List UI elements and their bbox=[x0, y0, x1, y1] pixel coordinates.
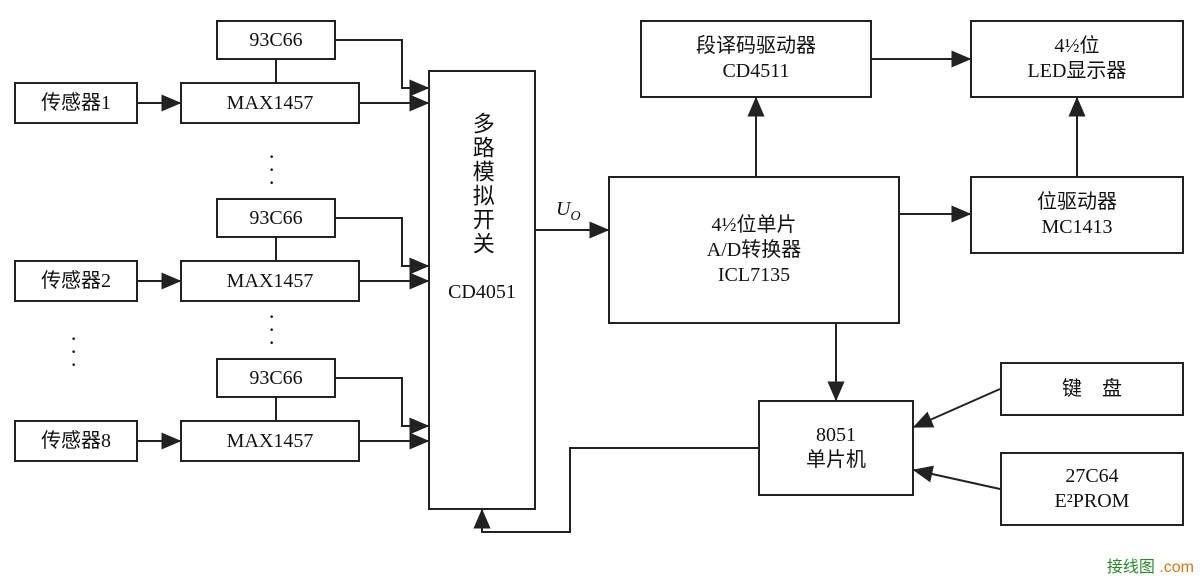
max1457-2: MAX1457 bbox=[180, 260, 360, 302]
sensor-1: 传感器1 bbox=[14, 82, 138, 124]
sensor-8-label: 传感器8 bbox=[41, 429, 111, 454]
driver-mc1413: 位驱动器 MC1413 bbox=[970, 176, 1184, 254]
adc-icl7135: 4½位单片 A/D转换器 ICL7135 bbox=[608, 176, 900, 324]
max1457-8-label: MAX1457 bbox=[227, 429, 314, 454]
led-line1: 4½位 bbox=[1055, 34, 1100, 59]
decoder-cd4511: 段译码驱动器 CD4511 bbox=[640, 20, 872, 98]
drv-line1: 位驱动器 bbox=[1037, 190, 1117, 215]
mcu-line1: 8051 bbox=[816, 423, 856, 448]
eeprom-8: 93C66 bbox=[216, 358, 336, 398]
max1457-8: MAX1457 bbox=[180, 420, 360, 462]
signal-uo-label: UO bbox=[556, 198, 581, 225]
vdots-sensors: ··· bbox=[70, 332, 77, 372]
mux-cd4051: 多路模拟开关 CD4051 bbox=[428, 70, 536, 510]
vdots-stages-2: ··· bbox=[268, 310, 275, 350]
keyboard: 键 盘 bbox=[1000, 362, 1184, 416]
vdots-stages-1: ··· bbox=[268, 150, 275, 190]
led-display: 4½位 LED显示器 bbox=[970, 20, 1184, 98]
mcu-8051: 8051 单片机 bbox=[758, 400, 914, 496]
adc-line1: 4½位单片 bbox=[712, 213, 797, 238]
adc-line3: ICL7135 bbox=[718, 263, 790, 288]
drv-line2: MC1413 bbox=[1041, 215, 1112, 240]
sensor-2-label: 传感器2 bbox=[41, 269, 111, 294]
footer-green: 接线图 bbox=[1107, 559, 1155, 576]
eeprom-1-label: 93C66 bbox=[249, 28, 302, 53]
decoder-line1: 段译码驱动器 bbox=[696, 34, 816, 59]
eprom-line1: 27C64 bbox=[1065, 464, 1118, 489]
sensor-8: 传感器8 bbox=[14, 420, 138, 462]
footer-watermark: 接线图 .com bbox=[1107, 553, 1194, 577]
eprom-27c64: 27C64 E²PROM bbox=[1000, 452, 1184, 526]
eeprom-2: 93C66 bbox=[216, 198, 336, 238]
max1457-1-label: MAX1457 bbox=[227, 91, 314, 116]
sensor-1-label: 传感器1 bbox=[41, 91, 111, 116]
led-line2: LED显示器 bbox=[1028, 59, 1127, 84]
mcu-line2: 单片机 bbox=[806, 448, 866, 473]
decoder-line2: CD4511 bbox=[722, 59, 789, 84]
eprom-line2: E²PROM bbox=[1055, 489, 1130, 514]
keyboard-label: 键 盘 bbox=[1062, 377, 1122, 402]
eeprom-1: 93C66 bbox=[216, 20, 336, 60]
eeprom-2-label: 93C66 bbox=[249, 206, 302, 231]
mux-vertical-label: 多路模拟开关 bbox=[468, 112, 496, 256]
footer-orange: .com bbox=[1155, 559, 1194, 576]
adc-line2: A/D转换器 bbox=[707, 238, 801, 263]
sensor-2: 传感器2 bbox=[14, 260, 138, 302]
eeprom-8-label: 93C66 bbox=[249, 366, 302, 391]
max1457-2-label: MAX1457 bbox=[227, 269, 314, 294]
max1457-1: MAX1457 bbox=[180, 82, 360, 124]
mux-sub-label: CD4051 bbox=[448, 280, 516, 305]
